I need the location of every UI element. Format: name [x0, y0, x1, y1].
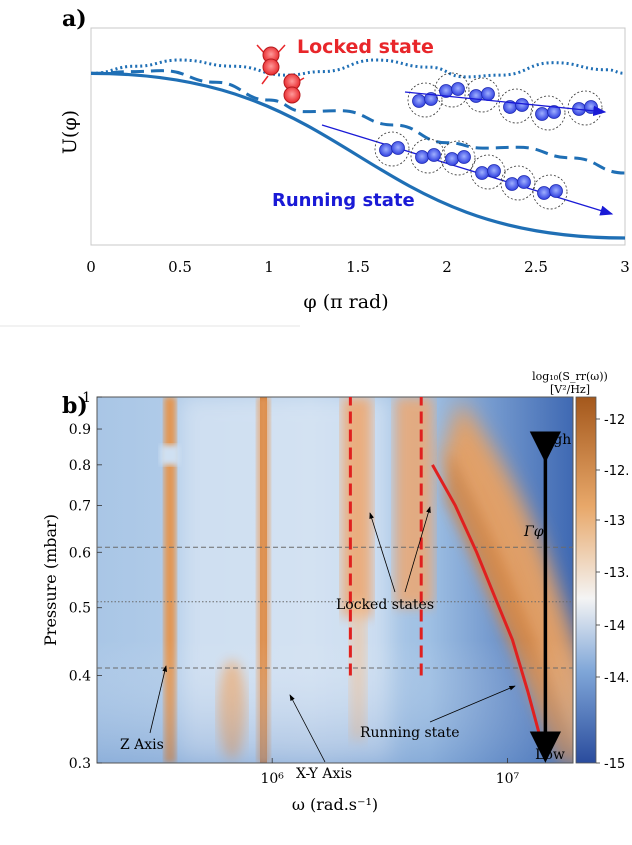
panel-a-xtick-label: 1 [264, 258, 274, 276]
panel-b-ytick-label: 0.4 [69, 669, 91, 685]
panel-b-xtick-label: 10⁶ [260, 771, 284, 787]
running-particle [424, 92, 438, 106]
panel-b-xticks: 10⁶ 10⁷ [260, 758, 520, 787]
locked-lines [348, 397, 423, 676]
potential-curve-solid [90, 71, 626, 240]
running-particle [469, 89, 483, 103]
particle-orbit [464, 77, 500, 113]
running-particle [391, 141, 405, 155]
panel-b-ytick-label: 0.9 [69, 422, 91, 438]
potential-curves [90, 58, 626, 240]
colorbar-tick-label: -14 [604, 619, 625, 634]
running-arrow-lower [321, 124, 614, 216]
colorbar-tick-label: -14. [604, 671, 629, 686]
running-particle [379, 143, 393, 157]
low-label: Low [535, 747, 565, 763]
running-arrow-upper [404, 91, 607, 117]
locked-states-label: Locked states [336, 597, 434, 613]
high-label: High [537, 432, 572, 448]
running-particle [517, 175, 531, 189]
particle-orbit [532, 174, 568, 210]
running-particle [415, 150, 429, 164]
running-particle [487, 164, 501, 178]
panel-a: a) Locked state Running state 0 0.5 1 1.5 2 2 [59, 6, 630, 313]
panel-b-xlabel: ω (rad.s⁻¹) [292, 795, 378, 814]
running-particle [535, 107, 549, 121]
panel-b-ytick-label: 0.6 [69, 545, 91, 561]
panel-a-xticks: 0 0.5 1 1.5 2 2.5 3 [86, 258, 630, 276]
heatmap-frame [96, 396, 574, 764]
particle-orbit [498, 88, 534, 124]
running-particle [505, 177, 519, 191]
running-particle [481, 87, 495, 101]
running-state-label: Running state [272, 190, 415, 211]
colorbar-label-2: [V²/Hz] [550, 383, 590, 396]
colorbar-label-1: log₁₀(S_rr(ω)) [532, 370, 608, 383]
running-particles-lower [374, 131, 568, 210]
particle-orbit [500, 165, 536, 201]
locked-state-label: Locked state [297, 36, 434, 58]
running-particle [549, 184, 563, 198]
particle-orbit [530, 95, 566, 131]
panel-b-ytick-label: 0.8 [69, 458, 91, 474]
panel-b-letter: b) [62, 393, 88, 419]
colorbar-tick-label: -12 [604, 413, 625, 428]
panel-a-xtick-label: 2 [442, 258, 452, 276]
running-particle [475, 166, 489, 180]
panel-b: b) Locked sta [41, 370, 629, 814]
locked-particle [262, 58, 280, 76]
particle-orbit [407, 82, 443, 118]
panel-a-xtick-label: 0 [86, 258, 96, 276]
running-particle [412, 94, 426, 108]
running-line [431, 464, 544, 744]
running-state-annot: Running state [360, 725, 460, 741]
colorbar-tick-label: -13 [604, 514, 625, 529]
panel-a-frame [90, 27, 626, 246]
panel-a-xtick-label: 3 [620, 258, 630, 276]
colorbar-tick-label: -15 [604, 757, 625, 772]
heatmap [97, 397, 573, 763]
colorbar [575, 396, 597, 764]
panel-a-letter: a) [62, 6, 87, 32]
particle-orbit [440, 140, 476, 176]
panel-b-ytick-label: 0.7 [69, 498, 91, 514]
gamma-label: Γφ [523, 524, 544, 540]
z-axis-label: Z Axis [120, 737, 164, 753]
panel-b-ytick-label: 1 [82, 390, 91, 406]
running-particle [445, 152, 459, 166]
panel-a-xtick-label: 1.5 [346, 258, 370, 276]
panel-a-xtick-label: 0.5 [168, 258, 192, 276]
running-state-line [431, 464, 544, 744]
colorbar-tick-label: -12. [604, 464, 629, 479]
running-particle [457, 150, 471, 164]
panel-b-ylabel: Pressure (mbar) [41, 514, 60, 646]
panel-b-yticks: 0.3 0.4 0.5 0.6 0.7 0.8 0.9 1 [69, 390, 102, 772]
running-particle [427, 148, 441, 162]
panel-b-xtick-label: 10⁷ [496, 771, 520, 787]
reference-lines [97, 546, 573, 669]
panel-a-xlabel: φ (π rad) [303, 291, 388, 313]
locked-particle [283, 86, 301, 104]
particle-orbit [410, 138, 446, 174]
colorbar-ticks: -12 -12. -13 -13. -14 -14. -15 [596, 413, 629, 772]
locked-particles [256, 44, 305, 104]
xy-axis-label: X-Y Axis [296, 766, 352, 782]
panel-b-ytick-label: 0.5 [69, 601, 91, 617]
running-particle [547, 105, 561, 119]
colorbar-tick-label: -13. [604, 566, 629, 581]
potential-curve-dashed [90, 69, 626, 175]
particle-orbit [434, 72, 470, 108]
panel-a-ylabel: U(φ) [59, 110, 81, 154]
running-particle [451, 82, 465, 96]
panel-a-xtick-label: 2.5 [524, 258, 548, 276]
running-particle [537, 186, 551, 200]
particle-orbit [374, 131, 410, 167]
panel-b-ytick-label: 0.3 [69, 756, 91, 772]
potential-curve-dotted [90, 58, 626, 79]
running-particles-upper [407, 72, 603, 131]
running-particle [515, 98, 529, 112]
